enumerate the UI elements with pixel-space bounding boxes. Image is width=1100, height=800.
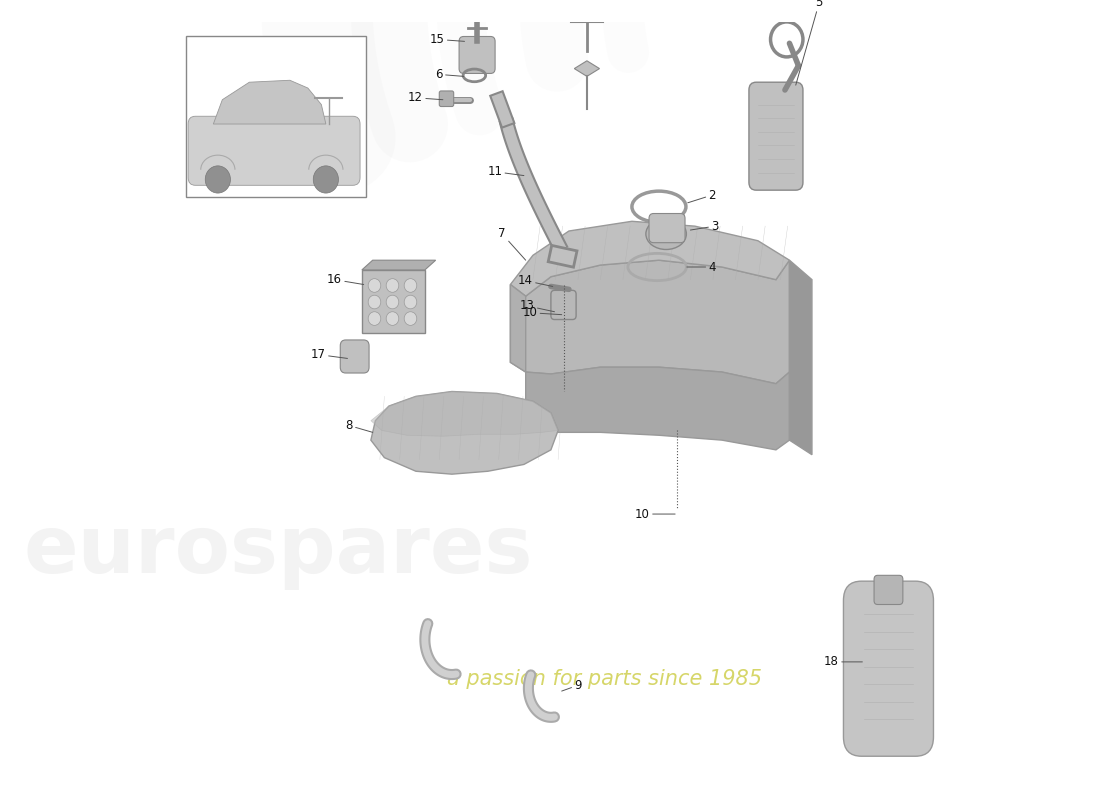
Circle shape (386, 312, 399, 326)
Polygon shape (213, 80, 326, 124)
FancyBboxPatch shape (844, 581, 934, 756)
Polygon shape (362, 260, 436, 270)
Polygon shape (371, 391, 558, 474)
FancyBboxPatch shape (439, 91, 453, 106)
Ellipse shape (646, 218, 686, 250)
Text: 14: 14 (518, 274, 552, 287)
Circle shape (404, 278, 417, 292)
Circle shape (404, 312, 417, 326)
Circle shape (314, 166, 339, 193)
Text: 11: 11 (487, 165, 524, 178)
Text: eurospares: eurospares (23, 512, 532, 590)
Circle shape (206, 166, 230, 193)
FancyBboxPatch shape (188, 116, 360, 186)
Text: 10: 10 (522, 306, 562, 319)
Text: 8: 8 (345, 419, 373, 432)
Text: 4: 4 (686, 261, 716, 274)
Circle shape (386, 278, 399, 292)
Text: 15: 15 (430, 33, 464, 46)
Text: a passion for parts since 1985: a passion for parts since 1985 (448, 670, 762, 690)
Circle shape (386, 295, 399, 309)
Text: 3: 3 (691, 220, 718, 233)
Polygon shape (790, 260, 812, 454)
Text: 13: 13 (520, 299, 554, 313)
Polygon shape (510, 260, 790, 384)
Text: 18: 18 (824, 655, 862, 668)
Polygon shape (510, 222, 790, 296)
Text: 6: 6 (436, 68, 463, 81)
Polygon shape (574, 61, 600, 76)
Text: 9: 9 (562, 678, 582, 692)
Polygon shape (526, 367, 790, 450)
Text: 10: 10 (635, 507, 675, 521)
Text: 5: 5 (795, 0, 823, 85)
Polygon shape (371, 391, 558, 436)
Circle shape (368, 295, 381, 309)
FancyBboxPatch shape (459, 37, 495, 74)
Text: 12: 12 (408, 91, 443, 104)
Text: 16: 16 (327, 273, 364, 286)
Text: 17: 17 (311, 348, 348, 361)
FancyBboxPatch shape (874, 575, 903, 605)
Bar (186, 37, 366, 197)
FancyBboxPatch shape (564, 0, 609, 10)
Polygon shape (510, 285, 526, 372)
Text: 2: 2 (688, 189, 716, 203)
Polygon shape (362, 270, 425, 333)
FancyBboxPatch shape (551, 290, 576, 319)
FancyBboxPatch shape (340, 340, 370, 373)
FancyBboxPatch shape (749, 82, 803, 190)
Circle shape (368, 278, 381, 292)
Circle shape (368, 312, 381, 326)
Text: 7: 7 (498, 227, 526, 260)
FancyBboxPatch shape (649, 214, 685, 242)
Circle shape (404, 295, 417, 309)
